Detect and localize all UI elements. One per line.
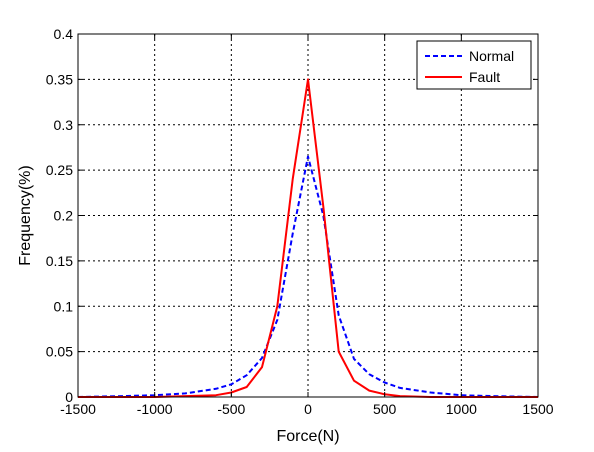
y-tick-label: 0.4: [54, 26, 74, 42]
x-tick-label: 1500: [522, 401, 553, 417]
y-tick-label: 0.2: [54, 208, 74, 224]
y-tick-label: 0.3: [54, 117, 74, 133]
legend-label-fault: Fault: [469, 69, 500, 85]
x-tick-label: 0: [304, 401, 312, 417]
y-tick-label: 0: [65, 389, 73, 405]
y-tick-label: 0.35: [46, 71, 73, 87]
x-tick-label: -1500: [60, 401, 96, 417]
legend: Normal Fault: [416, 40, 532, 90]
x-axis-title: Force(N): [276, 428, 339, 445]
legend-box: [416, 40, 532, 90]
x-tick-label: 500: [373, 401, 397, 417]
x-tick-label: -1000: [137, 401, 173, 417]
y-tick-label: 0.15: [46, 253, 73, 269]
x-tick-label: 1000: [446, 401, 477, 417]
y-tick-label: 0.05: [46, 344, 73, 360]
y-tick-label: 0.1: [54, 298, 74, 314]
legend-label-normal: Normal: [469, 48, 514, 64]
x-tick-label: -500: [217, 401, 245, 417]
series-line-normal: [77, 155, 539, 398]
ticks: -1500 -1000 -500 0 500 1000 1500 0 0.05 0.1 0.15 0.…: [46, 26, 554, 417]
y-axis-title: Frequency(%): [17, 165, 34, 265]
y-tick-label: 0.25: [46, 162, 73, 178]
